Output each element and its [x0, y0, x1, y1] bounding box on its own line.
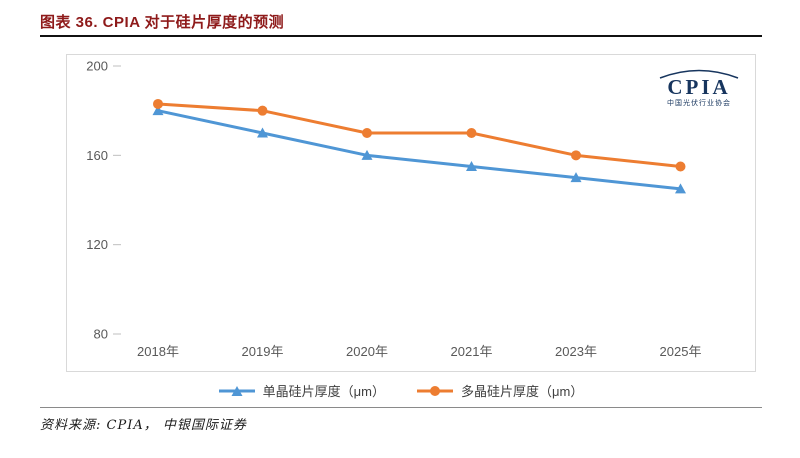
wafer-thickness-chart: 200 160 120 80 2018年 2019年 2020年 2021年 2023年 2025…: [66, 54, 756, 372]
y-tick-label: 200: [86, 59, 108, 74]
legend-circle-marker-icon: [417, 385, 453, 396]
series-line: [156, 102, 682, 168]
x-tick-label: 2018年: [137, 344, 179, 359]
source-divider: [40, 407, 762, 408]
triangle-marker-icon: [257, 127, 268, 138]
source-note: 资料来源: CPIA， 中银国际证券: [40, 418, 247, 433]
legend-item: 多晶硅片厚度（μm）: [415, 381, 583, 400]
legend-item: 单晶硅片厚度（μm）: [217, 381, 385, 400]
x-tick-label: 2021年: [451, 344, 493, 359]
series-line: [156, 109, 682, 191]
triangle-marker-icon: [361, 149, 373, 160]
legend-triangle-marker-icon: [218, 385, 255, 396]
triangle-marker-icon: [152, 105, 164, 116]
circle-marker-icon: [466, 128, 477, 138]
cpia-logo-arc-icon: [659, 69, 739, 79]
cpia-logo: CPIA 中国光伏行业协会: [656, 68, 742, 107]
x-tick-label: 2025年: [660, 344, 702, 359]
circle-marker-icon: [571, 150, 581, 161]
chart-area: 200 160 120 80 2018年 2019年 2020年 2021年 2023年 2025…: [66, 54, 756, 372]
y-tick-label: 160: [86, 148, 108, 163]
figure-title: 图表 36. CPIA 对于硅片厚度的预测: [40, 14, 285, 31]
circle-marker-icon: [153, 98, 163, 109]
y-tick-label: 120: [86, 237, 108, 252]
cpia-logo-text: CPIA: [667, 75, 731, 99]
legend-label: 多晶硅片厚度（μm）: [461, 384, 584, 399]
triangle-marker-icon: [466, 161, 477, 171]
legend-label: 单晶硅片厚度（μm）: [262, 384, 385, 399]
chart-legend: 单晶硅片厚度（μm） 多晶硅片厚度（μm）: [0, 381, 800, 400]
title-underline: [40, 35, 762, 37]
circle-marker-icon: [675, 161, 686, 172]
circle-marker-icon: [257, 105, 268, 116]
cpia-logo-subtitle: 中国光伏行业协会: [667, 100, 731, 107]
y-tick-label: 80: [94, 327, 108, 342]
x-tick-label: 2020年: [346, 344, 388, 359]
triangle-marker-icon: [570, 172, 582, 183]
triangle-marker-icon: [675, 183, 686, 194]
x-tick-label: 2019年: [242, 344, 284, 359]
circle-marker-icon: [362, 128, 372, 138]
x-tick-label: 2023年: [555, 344, 597, 359]
